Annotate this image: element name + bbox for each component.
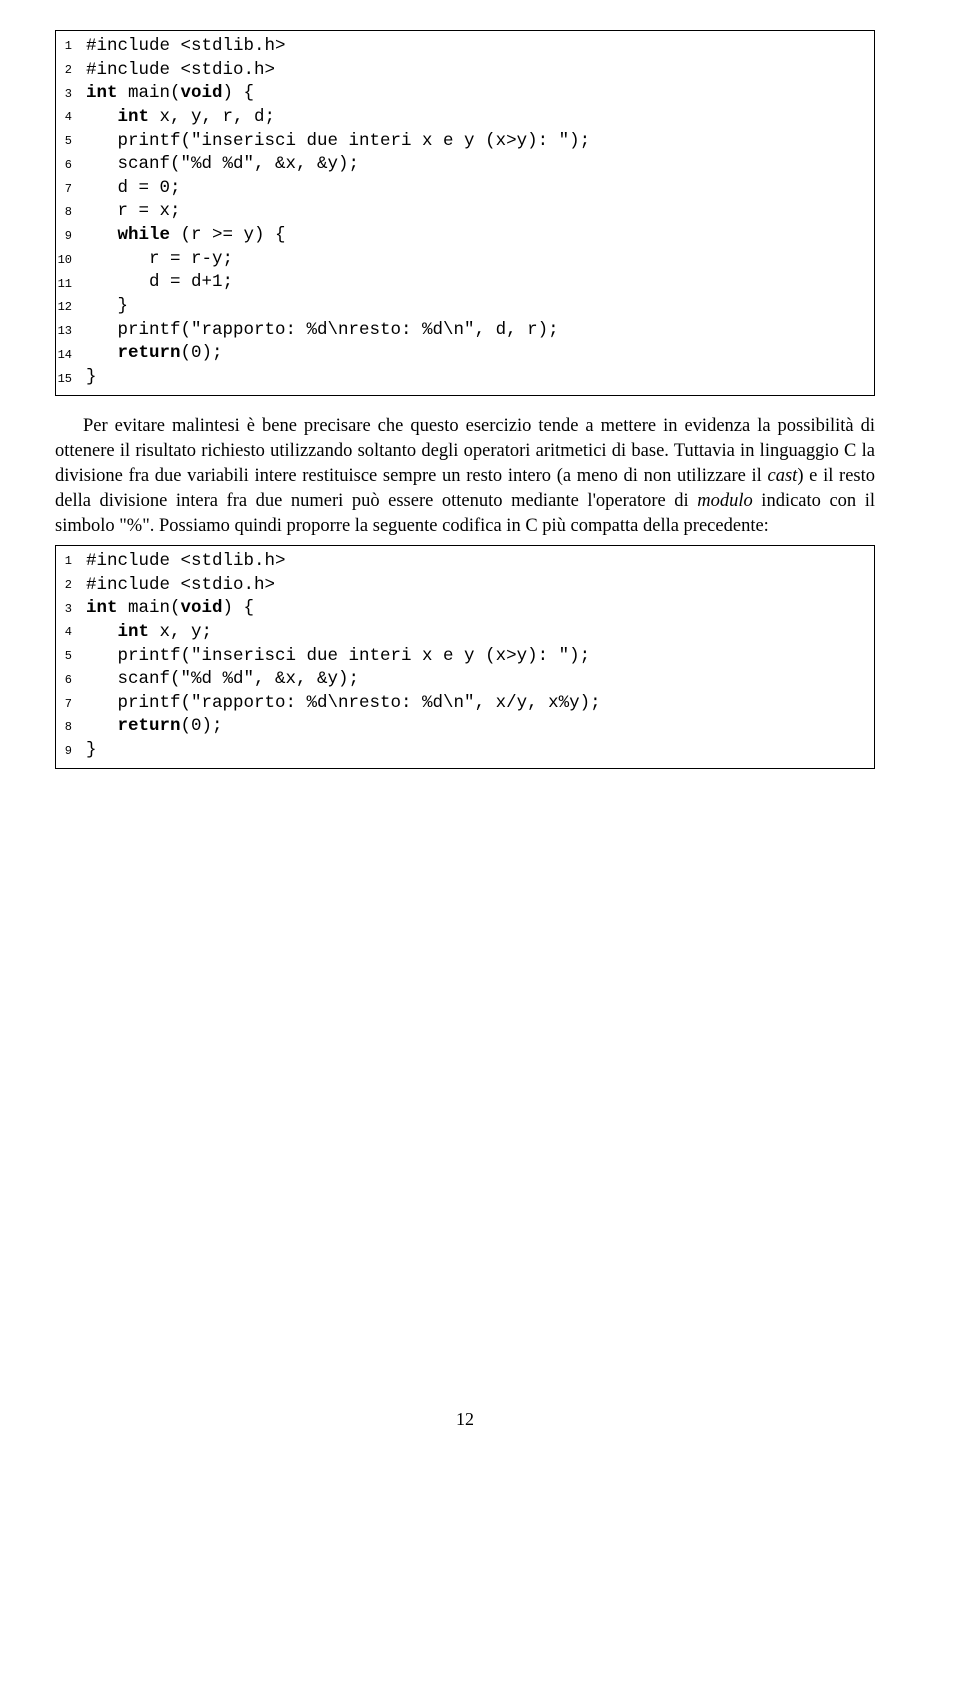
code-kw: return [86,716,181,736]
code-line: #include <stdio.h> [86,60,275,80]
code-line: printf("rapporto: %d\nresto: %d\n", x/y,… [86,693,601,713]
code-line: r = r-y; [86,249,233,269]
code-block-1: 1 2 3 4 5 6 7 8 9 10 11 12 13 14 15 #inc… [55,30,875,396]
code-kw: int [86,107,149,127]
line-num: 12 [56,296,78,320]
page: 1 2 3 4 5 6 7 8 9 10 11 12 13 14 15 #inc… [0,0,960,1480]
line-num: 11 [56,273,78,297]
code-line: #include <stdio.h> [86,575,275,595]
paragraph-text: Per evitare malintesi è bene precisare c… [55,416,875,486]
page-number: 12 [55,1409,875,1430]
line-num: 10 [56,249,78,273]
line-num: 3 [56,83,78,107]
code-line: d = 0; [86,178,181,198]
line-num: 8 [56,716,78,740]
code-kw: int [86,83,118,103]
line-num: 5 [56,645,78,669]
line-num: 9 [56,740,78,764]
code-line: printf("inserisci due interi x e y (x>y)… [86,131,590,151]
code-line: printf("rapporto: %d\nresto: %d\n", d, r… [86,320,559,340]
code-txt: (0); [181,716,223,736]
code-txt: (0); [181,343,223,363]
line-num: 6 [56,154,78,178]
code-txt: ) { [223,598,255,618]
line-num: 4 [56,106,78,130]
line-num: 4 [56,621,78,645]
code-line: } [86,296,128,316]
code-txt: (r >= y) { [170,225,286,245]
code-txt: x, y, r, d; [149,107,275,127]
code-line: } [86,367,97,387]
code-block-2: 1 2 3 4 5 6 7 8 9 #include <stdlib.h> #i… [55,545,875,769]
line-num: 7 [56,693,78,717]
code-line: printf("inserisci due interi x e y (x>y)… [86,646,590,666]
line-num: 9 [56,225,78,249]
code-txt: main( [118,83,181,103]
code-content-1: #include <stdlib.h> #include <stdio.h> i… [82,31,874,395]
code-line: } [86,740,97,760]
line-num: 2 [56,574,78,598]
line-num: 1 [56,35,78,59]
line-num: 1 [56,550,78,574]
code-line: scanf("%d %d", &x, &y); [86,154,359,174]
line-num: 8 [56,201,78,225]
code-line: #include <stdlib.h> [86,36,286,56]
code-kw: int [86,622,149,642]
line-num: 2 [56,59,78,83]
line-num: 14 [56,344,78,368]
code-line: d = d+1; [86,272,233,292]
line-num: 6 [56,669,78,693]
italic-text: modulo [697,491,753,511]
line-numbers-1: 1 2 3 4 5 6 7 8 9 10 11 12 13 14 15 [56,31,82,395]
line-num: 13 [56,320,78,344]
code-line: scanf("%d %d", &x, &y); [86,669,359,689]
code-line: r = x; [86,201,181,221]
paragraph-1: Per evitare malintesi è bene precisare c… [55,414,875,539]
code-txt: x, y; [149,622,212,642]
code-kw: void [181,598,223,618]
line-num: 5 [56,130,78,154]
code-txt: main( [118,598,181,618]
code-line: #include <stdlib.h> [86,551,286,571]
line-numbers-2: 1 2 3 4 5 6 7 8 9 [56,546,82,768]
italic-text: cast [768,466,798,486]
line-num: 15 [56,368,78,392]
code-kw: int [86,598,118,618]
code-kw: return [86,343,181,363]
code-kw: void [181,83,223,103]
code-kw: while [86,225,170,245]
code-txt: ) { [223,83,255,103]
code-content-2: #include <stdlib.h> #include <stdio.h> i… [82,546,874,768]
line-num: 7 [56,178,78,202]
line-num: 3 [56,598,78,622]
